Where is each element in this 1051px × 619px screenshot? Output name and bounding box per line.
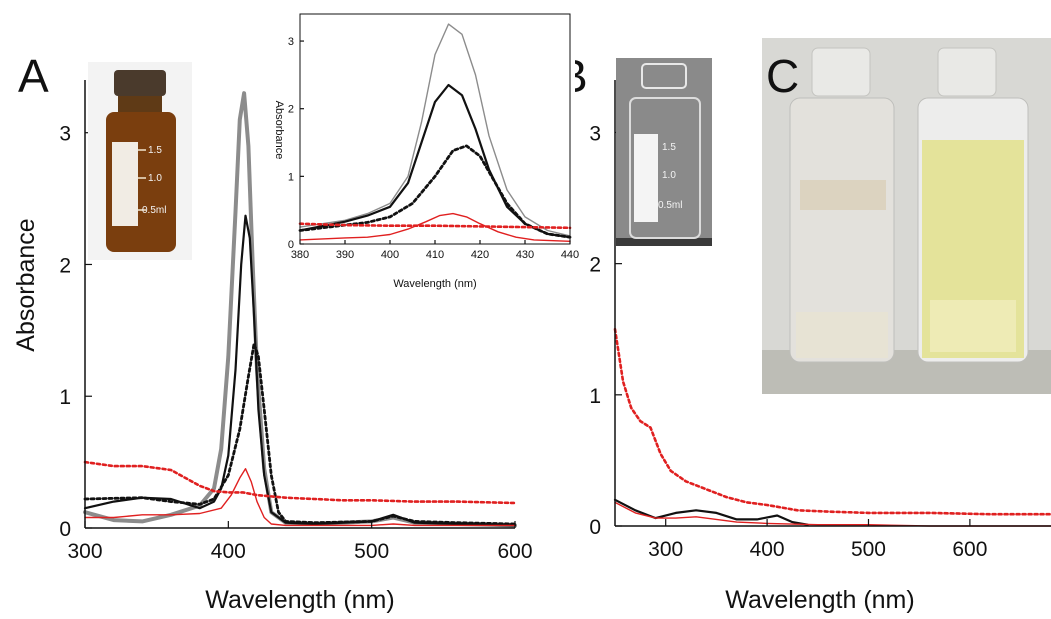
panel-a-x-label: Wavelength (nm) (205, 586, 394, 614)
panel-a-series-solid-black (83, 214, 517, 527)
panel-a-y-tick-label: 2 (59, 254, 71, 277)
panel-b-x-label: Wavelength (nm) (725, 586, 914, 614)
clear-vial-photo: 1.5 1.0 0.5ml (616, 58, 712, 246)
left-vial-particles (796, 312, 888, 358)
inset-y-tick-label: 0 (288, 239, 294, 251)
panel-b-y-tick-label: 3 (589, 122, 601, 145)
right-vial-particles (930, 300, 1016, 352)
panel-a-y-tick-label: 3 (59, 123, 71, 146)
panel-b-series-solid-black (613, 498, 809, 526)
amber-vial-photo: 1.5 1.0 0.5ml (88, 62, 192, 260)
panel-b-y-tick-label: 0 (589, 516, 601, 539)
panel-b-x-tick-label: 300 (648, 538, 683, 561)
amber-vial-neck (118, 96, 162, 114)
panel-a-series-dotted-black (83, 342, 517, 526)
panel-b-series-dotted-red (613, 327, 1051, 516)
panel-b-ticks: 300 400 500 600 0 1 2 3 (589, 122, 987, 561)
clear-vial-label (634, 134, 658, 222)
panel-b-x-tick-label: 600 (952, 538, 987, 561)
left-vial-body (789, 97, 895, 363)
clear-vial-graduation-label: 1.5 (662, 142, 676, 153)
inset-background (270, 8, 575, 298)
panel-a-x-tick-label: 300 (67, 540, 102, 563)
panel-a-series-layer (83, 91, 517, 528)
panel-b-x-tick-label: 400 (750, 538, 785, 561)
inset-x-tick-label: 440 (561, 249, 579, 261)
right-vial-cap (937, 47, 997, 97)
panel-a-y-tick-label: 1 (59, 386, 71, 409)
inset-series-solid-red (299, 212, 571, 243)
inset-x-tick-label: 410 (426, 249, 444, 261)
inset-x-tick-label: 400 (381, 249, 399, 261)
panel-a-x-tick-label: 400 (211, 540, 246, 563)
left-vial-cap (811, 47, 871, 97)
panel-a-series-dotted-red (83, 460, 517, 505)
inset-series-solid-gray (299, 23, 571, 237)
panel-a-chart: 300 400 500 600 0 1 2 3 Wavelength (nm) Absorba… (12, 80, 533, 614)
amber-vial-graduation-label: 0.5ml (142, 205, 166, 216)
amber-vial-graduation-label: 1.5 (148, 145, 162, 156)
panel-a-inset-chart: 380 390 400 410 420 430 440 0 1 2 3 Wavelength (nm… (270, 8, 579, 298)
panel-a-letter: A (18, 50, 49, 102)
inset-series-layer (298, 23, 572, 243)
panel-b-x-tick-label: 500 (851, 538, 886, 561)
amber-vial-label (112, 142, 138, 226)
panel-b-y-tick-label: 1 (589, 385, 601, 408)
inset-x-tick-label: 390 (336, 249, 354, 261)
inset-y-tick-label: 3 (288, 36, 294, 48)
clear-vial-photo-background (616, 58, 712, 246)
clear-vial-graduation-label: 1.0 (662, 170, 676, 181)
clear-vial-body (629, 97, 701, 239)
inset-y-tick-label: 1 (288, 171, 294, 183)
panel-a-ticks: 300 400 500 600 0 1 2 3 (59, 123, 532, 563)
inset-x-label: Wavelength (nm) (393, 278, 476, 290)
inset-y-tick-label: 2 (288, 104, 294, 116)
panel-a-y-label: Absorbance (12, 218, 40, 351)
panel-a-series-solid-red (84, 468, 516, 527)
amber-vial-cap (114, 70, 166, 96)
panel-c-letter: C (766, 50, 799, 102)
panel-b-y-tick-label: 2 (589, 254, 601, 277)
left-vial-sediment (800, 180, 886, 210)
clear-vial-cap (641, 63, 687, 89)
inset-x-tick-label: 380 (291, 249, 309, 261)
panel-b-chart: 300 400 500 600 0 1 2 3 Wavelength (nm) (589, 80, 1051, 614)
clear-vial-graduation-label: 0.5ml (658, 200, 682, 211)
inset-x-tick-label: 430 (516, 249, 534, 261)
panel-c-photo (762, 38, 1051, 394)
panel-a-x-tick-label: 500 (354, 540, 389, 563)
amber-vial-graduation-label: 1.0 (148, 173, 162, 184)
clear-vial-bottom-band (616, 238, 712, 246)
panel-a-x-tick-label: 600 (497, 540, 532, 563)
panel-a-y-tick-label: 0 (59, 518, 71, 541)
inset-y-label: Absorbance (273, 101, 285, 160)
inset-series-dotted-black (298, 144, 572, 239)
inset-series-dotted-red (298, 222, 572, 230)
inset-ticks: 380 390 400 410 420 430 440 0 1 2 3 (288, 36, 579, 261)
inset-x-tick-label: 420 (471, 249, 489, 261)
